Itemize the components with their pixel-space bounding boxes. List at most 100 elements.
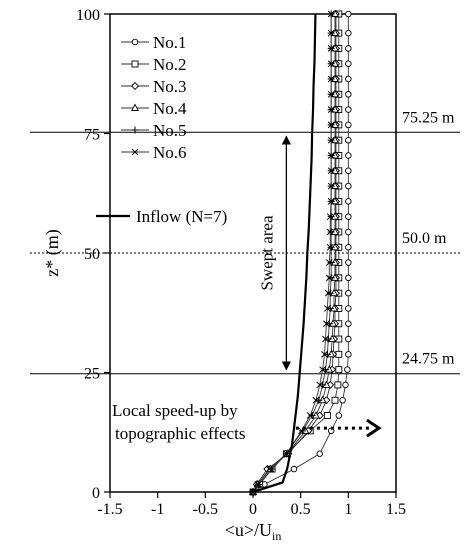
series-1-point-28	[345, 60, 352, 67]
series-6-point-30	[327, 29, 335, 37]
series-6-point-24	[327, 121, 335, 129]
x-tick-label-3: 0	[249, 501, 257, 518]
series-1-point-15	[345, 259, 352, 266]
x-axis-label-main: <u>/U	[225, 520, 272, 540]
series-1-point-2	[290, 465, 298, 473]
series-2-point-6	[331, 396, 339, 404]
series-5-point-17	[327, 228, 335, 236]
reference-line-label-1: 50.0 m	[402, 230, 447, 247]
speedup-arrow-head	[366, 418, 382, 438]
axes: -1.5 -1 -0.5 0 0.5 1 1.5 0 25 50 75 100	[76, 7, 406, 518]
speedup-label-line1: Local speed-up by	[112, 401, 238, 420]
series-6-point-9	[321, 350, 328, 358]
series-5-point-18	[327, 213, 335, 221]
legend-item-4: No.4	[121, 99, 187, 118]
series-6-point-3	[283, 450, 290, 458]
legend-item-inflow: Inflow (N=7)	[96, 207, 227, 226]
series-layer	[248, 9, 352, 497]
series-1-point-10	[345, 335, 352, 343]
series-1-point-13	[345, 289, 352, 297]
inflow-line	[252, 13, 317, 494]
legend-marker-3	[130, 81, 140, 91]
series-1-point-31	[345, 10, 352, 18]
series-6-point-23	[327, 136, 335, 144]
legend-label-5: No.5	[153, 121, 187, 140]
series-2-point-7	[334, 381, 342, 389]
series-6-point-2	[265, 465, 273, 473]
series-1-point-11	[345, 320, 352, 327]
y-tick-label-0: 0	[92, 485, 100, 502]
series-6-point-29	[327, 45, 335, 52]
legend-label-3: No.3	[153, 77, 187, 96]
series-1-point-14	[345, 274, 352, 282]
reference-line-label-0: 75.25 m	[402, 109, 455, 126]
speedup-label-line2: topographic effects	[115, 424, 245, 443]
series-6-point-25	[327, 106, 335, 113]
series-1-point-21	[345, 167, 352, 175]
series-1-point-19	[345, 198, 352, 205]
x-tick-label-1: -1	[151, 501, 164, 518]
series-1-point-3	[316, 450, 323, 458]
series-6-point-18	[326, 213, 334, 221]
series-1-point-29	[345, 45, 352, 52]
series-1-point-8	[344, 366, 351, 373]
series-1-point-27	[345, 75, 352, 83]
series-6-point-26	[327, 90, 335, 98]
series-1-point-30	[345, 29, 352, 37]
series-6-point-16	[326, 243, 334, 251]
x-axis-label-sub: in	[272, 529, 281, 543]
series-1-point-18	[345, 213, 352, 220]
series-1-point-23	[345, 136, 352, 144]
series-6-point-21	[327, 167, 335, 175]
series-line-6	[252, 14, 332, 493]
legend-item-6: No.6	[121, 143, 187, 162]
series-6-point-11	[323, 320, 330, 328]
series-6-point-1	[254, 480, 262, 488]
legend-marker-4	[130, 103, 140, 111]
y-tick-label-1: 25	[84, 366, 100, 383]
series-6	[249, 10, 335, 496]
series-6-point-20	[327, 182, 335, 190]
series-1-point-9	[345, 351, 352, 358]
series-1-point-12	[345, 305, 352, 312]
series-1-point-5	[335, 412, 343, 419]
y-tick-label-3: 75	[84, 127, 100, 144]
series-1-point-25	[345, 106, 352, 113]
series-6-point-19	[327, 198, 335, 205]
y-axis-label: z* (m)	[42, 229, 63, 276]
legend-item-5: No.5	[121, 121, 187, 140]
series-6-point-8	[319, 366, 326, 373]
x-tick-label-2: -0.5	[193, 501, 218, 518]
series-2-point-5	[323, 412, 331, 419]
legend-item-3: No.3	[121, 77, 187, 96]
legend-marker-2	[131, 60, 139, 68]
x-tick-label-6: 1.5	[386, 501, 406, 518]
series-6-point-27	[327, 75, 335, 83]
series-6-point-13	[324, 289, 332, 297]
y-tick-label-2: 50	[84, 246, 100, 263]
series-6-point-5	[306, 412, 314, 419]
series-6-point-10	[322, 335, 329, 343]
legend-item-2: No.2	[121, 55, 187, 74]
legend-label-1: No.1	[153, 33, 187, 52]
legend-marker-1	[131, 38, 139, 46]
x-tick-label-0: -1.5	[97, 501, 122, 518]
legend-label-6: No.6	[153, 143, 187, 162]
legend-label-inflow: Inflow (N=7)	[136, 207, 227, 226]
series-1-point-24	[345, 121, 352, 129]
x-tick-label-4: 0.5	[291, 501, 311, 518]
series-6-point-28	[327, 60, 335, 68]
swept-area-label: Swept area	[257, 215, 276, 291]
reference-lines: 75.25 m 50.0 m 24.75 m	[30, 109, 460, 375]
series-6-point-15	[325, 259, 333, 266]
legend-marker-6	[131, 148, 139, 156]
series-1-point-20	[345, 182, 352, 190]
series-6-point-6	[312, 396, 320, 404]
series-1-point-16	[345, 244, 352, 251]
x-tick-label-5: 1	[344, 501, 352, 518]
series-1-point-26	[345, 91, 352, 98]
series-6-point-7	[316, 381, 324, 389]
y-tick-label-4: 100	[76, 7, 100, 24]
series-1-point-6	[339, 396, 346, 404]
series-1-point-7	[342, 381, 349, 389]
